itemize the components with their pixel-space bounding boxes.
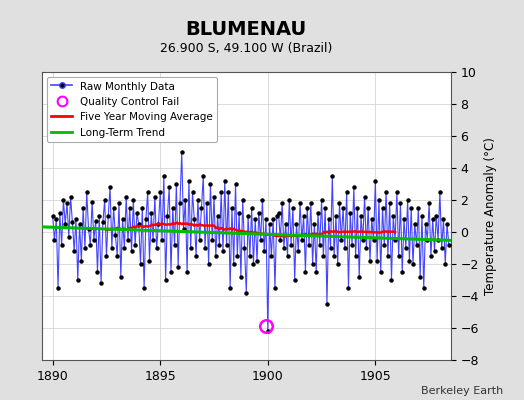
Text: BLUMENAU: BLUMENAU bbox=[185, 20, 307, 39]
Text: Berkeley Earth: Berkeley Earth bbox=[421, 386, 503, 396]
Text: 26.900 S, 49.100 W (Brazil): 26.900 S, 49.100 W (Brazil) bbox=[160, 42, 332, 55]
Legend: Raw Monthly Data, Quality Control Fail, Five Year Moving Average, Long-Term Tren: Raw Monthly Data, Quality Control Fail, … bbox=[47, 77, 217, 142]
Y-axis label: Temperature Anomaly (°C): Temperature Anomaly (°C) bbox=[484, 137, 497, 295]
